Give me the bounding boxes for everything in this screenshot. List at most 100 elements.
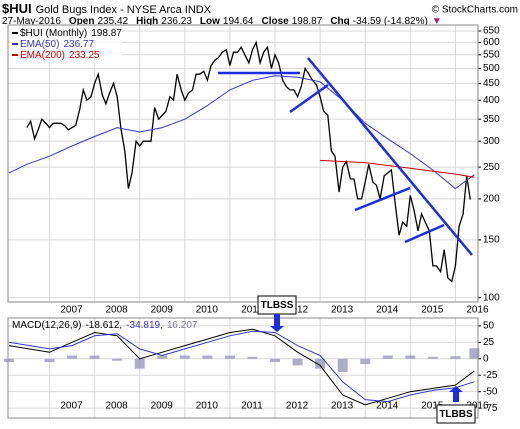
y-tick-label: -25 <box>483 370 498 381</box>
x-tick-label: 2010 <box>196 305 219 316</box>
x-tick-label: 2010 <box>196 401 219 412</box>
legend-entry: EMA(50) 236.77 <box>20 39 94 50</box>
trendlines <box>218 57 473 256</box>
macd-name: MACD(12,26,9) <box>12 320 81 331</box>
quote-value: 194.64 <box>223 16 254 27</box>
macd-legend: MACD(12,26,9) -18.612, -34.819, 16.207 <box>12 320 198 331</box>
index-name: Gold Bugs Index - NYSE Arca INDX <box>36 4 212 16</box>
legend-name: EMA(200) <box>20 50 65 61</box>
source: © StockCharts.com <box>432 5 518 16</box>
histogram-bar <box>360 358 371 365</box>
quote-label: Open <box>69 16 95 27</box>
indicator-line <box>320 159 475 178</box>
histogram-bar <box>450 356 461 359</box>
y-tick-label: 150 <box>483 235 500 246</box>
x-tick-label: 2007 <box>60 401 83 412</box>
y-tick-label: -50 <box>483 386 498 397</box>
histogram-bar <box>224 355 235 359</box>
y-tick-label: 50 <box>483 321 495 332</box>
direction-arrow: ▼ <box>432 16 442 27</box>
panel-border <box>7 24 479 303</box>
y-tick-label: 500 <box>483 63 500 74</box>
histogram-bar <box>44 358 55 363</box>
legend-entry: $HUI (Monthly) 198.87 <box>20 28 122 39</box>
histogram-bar <box>315 358 326 369</box>
macd-value: -34.819, <box>126 320 163 331</box>
panel-background <box>8 318 478 418</box>
legend-name: $HUI (Monthly) <box>20 28 87 39</box>
histogram-bar <box>67 355 78 359</box>
histogram-bar <box>270 358 281 363</box>
annotation-arrow <box>270 314 284 332</box>
y-tick-label: 600 <box>483 37 500 48</box>
trendline <box>354 186 411 212</box>
y-tick-label: 450 <box>483 78 500 89</box>
y-tick-label: 100 <box>483 292 500 303</box>
legend-box <box>10 27 122 63</box>
quote-value: 198.87 <box>292 16 323 27</box>
histogram-bar <box>157 355 168 359</box>
y-tick-label: 550 <box>483 49 500 60</box>
x-tick-label: 2012 <box>286 305 309 316</box>
histogram-bar <box>405 355 416 359</box>
x-tick-label: 2015 <box>421 401 444 412</box>
y-tick-label: 400 <box>483 95 500 106</box>
x-tick-label: 2013 <box>331 305 354 316</box>
macd-value: 16.207 <box>167 320 198 331</box>
quote-date: 27-May-2016 <box>2 16 61 27</box>
quote-label: Chg <box>330 16 349 27</box>
x-tick-label: 2015 <box>421 305 444 316</box>
macd-value: -18.612, <box>85 320 122 331</box>
annotation-text: TLBBS <box>439 409 473 420</box>
x-tick-label: 2011 <box>241 305 263 316</box>
y-tick-label: 200 <box>483 194 500 205</box>
histogram-bar <box>247 356 258 359</box>
trendline <box>289 83 329 114</box>
histogram-bar <box>469 348 480 359</box>
histogram-bar <box>3 358 14 363</box>
quote-value: 236.23 <box>161 16 192 27</box>
annotation-box <box>436 404 476 424</box>
y-tick-label: 300 <box>483 136 500 147</box>
legend-value: 236.77 <box>63 39 94 50</box>
histogram-bar <box>427 356 438 359</box>
legend-value: 233.25 <box>69 50 100 61</box>
indicator-line <box>8 328 475 406</box>
x-tick-label: 2009 <box>151 305 174 316</box>
legend-value: 198.87 <box>91 28 122 39</box>
y-tick-label: 0 <box>483 353 489 364</box>
x-tick-label: 2009 <box>151 401 174 412</box>
annotation-arrow <box>449 386 463 402</box>
histogram-bar <box>202 355 213 359</box>
quote-value: 235.42 <box>97 16 128 27</box>
x-tick-label: 2014 <box>376 305 399 316</box>
quote-value: -34.59 (-14.82%) <box>353 16 428 27</box>
x-tick-label: 2014 <box>376 401 399 412</box>
panel-border <box>7 317 479 419</box>
quote-label: Close <box>261 16 289 27</box>
histogram-bar <box>179 355 190 359</box>
quote-label: High <box>136 16 158 27</box>
legend-name: EMA(50) <box>20 39 59 50</box>
y-tick-label: 25 <box>483 337 495 348</box>
quote-label: Low <box>200 16 220 27</box>
x-tick-label: 2016 <box>466 305 489 316</box>
ticker: $HUI <box>2 1 32 16</box>
price-line <box>26 40 471 283</box>
histogram-bar <box>382 355 393 359</box>
histogram-bar <box>292 358 303 366</box>
x-tick-label: 2007 <box>60 305 83 316</box>
x-tick-label: 2008 <box>105 305 128 316</box>
header-line: $HUI Gold Bugs Index - NYSE Arca INDX <box>2 1 212 16</box>
trendline <box>307 57 473 256</box>
x-tick-label: 2013 <box>331 401 354 412</box>
histogram-bar <box>337 358 348 372</box>
x-tick-label: 2008 <box>105 401 128 412</box>
histogram-bar <box>134 358 145 369</box>
x-tick-label: 2011 <box>241 401 263 412</box>
indicator-line <box>8 75 475 190</box>
histogram-bar <box>89 355 100 359</box>
trendline <box>404 223 445 244</box>
y-tick-label: 250 <box>483 162 500 173</box>
